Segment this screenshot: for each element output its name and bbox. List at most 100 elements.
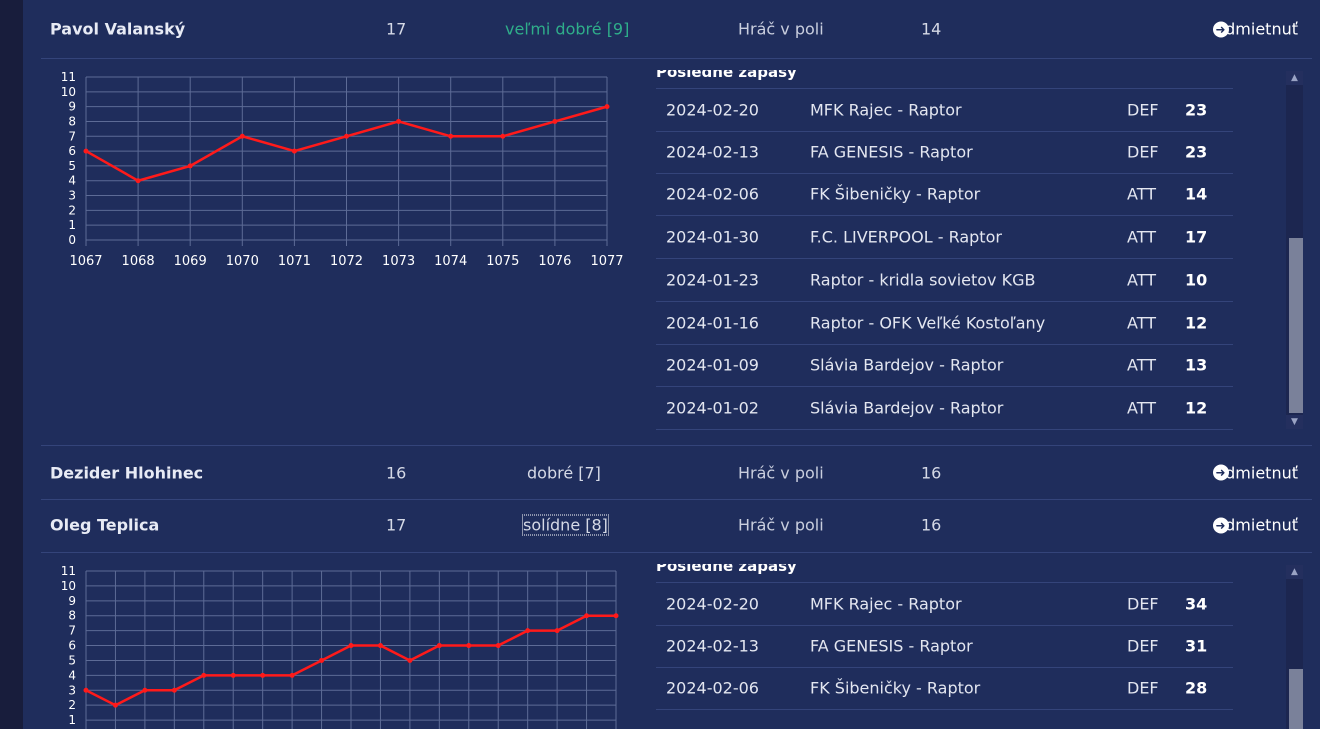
match-position: DEF xyxy=(1127,594,1159,614)
match-row[interactable]: 2024-02-13 FA GENESIS - Raptor DEF 23 xyxy=(656,131,1233,174)
match-date: 2024-02-13 xyxy=(666,636,759,656)
match-position: ATT xyxy=(1127,184,1156,204)
match-name: Slávia Bardejov - Raptor xyxy=(810,398,1004,418)
y-tick-label: 5 xyxy=(68,653,76,667)
data-point xyxy=(260,672,266,678)
match-date: 2024-02-20 xyxy=(666,100,759,120)
data-point xyxy=(407,657,413,663)
y-tick-label: 2 xyxy=(68,203,76,217)
reject-label: Odmietnuť xyxy=(1212,19,1298,39)
data-point xyxy=(291,148,297,154)
data-point xyxy=(135,178,141,184)
player-detail: 0 1 2 3 4 5 6 7 8 9 10 11 1067 1068 1069 1070 1071 1072 10… xyxy=(41,59,1312,445)
x-tick-label: 1068 xyxy=(122,254,155,269)
y-tick-label: 4 xyxy=(68,174,76,188)
data-point xyxy=(201,672,207,678)
scroll-up-arrow-icon[interactable]: ▲ xyxy=(1286,71,1303,85)
match-score: 12 xyxy=(1185,313,1208,332)
match-position: ATT xyxy=(1127,227,1156,247)
data-point xyxy=(552,118,558,124)
data-point xyxy=(112,702,118,708)
match-date: 2024-02-06 xyxy=(666,184,759,204)
y-tick-label: 0 xyxy=(68,233,76,247)
data-point xyxy=(525,628,531,634)
data-point xyxy=(142,687,148,693)
match-row[interactable]: 2024-02-06 FK Šibeničky - Raptor DEF 28 xyxy=(656,667,1233,711)
match-row[interactable]: 2024-02-20 MFK Rajec - Raptor DEF 34 xyxy=(656,582,1233,626)
scroll-up-arrow-icon[interactable]: ▲ xyxy=(1286,565,1303,579)
match-position: ATT xyxy=(1127,270,1156,290)
scrollbar-thumb[interactable] xyxy=(1289,238,1303,413)
y-tick-label: 8 xyxy=(68,609,76,623)
data-point xyxy=(230,672,236,678)
match-position: DEF xyxy=(1127,636,1159,656)
match-name: FA GENESIS - Raptor xyxy=(810,142,973,162)
reject-button[interactable]: ➜ Odmietnuť xyxy=(1212,19,1298,39)
match-score: 34 xyxy=(1185,594,1208,614)
y-tick-label: 11 xyxy=(61,564,76,578)
reject-label: Odmietnuť xyxy=(1212,463,1298,482)
match-row[interactable]: 2024-01-02 Slávia Bardejov - Raptor ATT 12 xyxy=(656,387,1233,430)
match-date: 2024-02-20 xyxy=(666,594,759,614)
y-tick-label: 10 xyxy=(61,579,76,593)
app-sidebar-strip xyxy=(0,0,23,729)
y-tick-label: 4 xyxy=(68,668,76,682)
match-date: 2024-01-09 xyxy=(666,355,759,375)
data-point xyxy=(83,687,89,693)
match-row[interactable]: 2024-01-30 F.C. LIVERPOOL - Raptor ATT 17 xyxy=(656,216,1233,260)
y-tick-label: 7 xyxy=(68,624,76,638)
x-tick-label: 1075 xyxy=(486,254,519,269)
match-row[interactable]: 2024-01-23 Raptor - kridla sovietov KGB AT… xyxy=(656,259,1233,302)
match-row[interactable]: 2024-02-13 FA GENESIS - Raptor DEF 31 xyxy=(656,625,1233,668)
player-row[interactable]: Pavol Valanský 17 veľmi dobré [9] Hráč v… xyxy=(41,0,1312,59)
player-value: 14 xyxy=(921,19,942,39)
player-name[interactable]: Pavol Valanský xyxy=(50,19,186,39)
match-name: FK Šibeničky - Raptor xyxy=(810,678,981,698)
match-score: 13 xyxy=(1185,355,1208,375)
y-tick-label: 11 xyxy=(61,70,76,84)
player-name[interactable]: Dezider Hlohinec xyxy=(50,463,204,482)
y-tick-label: 7 xyxy=(68,129,76,143)
y-tick-label: 6 xyxy=(68,144,76,158)
match-position: ATT xyxy=(1127,313,1156,332)
y-tick-label: 8 xyxy=(68,114,76,128)
match-score: 23 xyxy=(1185,100,1208,120)
matches-scrollbar[interactable]: ▲ ▼ xyxy=(1286,71,1303,429)
matches-scrollbar[interactable]: ▲ xyxy=(1286,565,1303,729)
player-name[interactable]: Oleg Teplica xyxy=(50,515,160,535)
player-age: 16 xyxy=(386,463,407,482)
reject-button[interactable]: ➜ Odmietnuť xyxy=(1212,463,1298,482)
player-form: veľmi dobré [9] xyxy=(505,19,630,39)
match-score: 14 xyxy=(1185,184,1208,204)
match-score: 10 xyxy=(1185,270,1208,290)
reject-button[interactable]: ➜ Odmietnuť xyxy=(1212,516,1298,535)
data-point xyxy=(289,672,295,678)
player-row[interactable]: Oleg Teplica 17 solídne [8] Hráč v poli … xyxy=(41,498,1312,553)
match-date: 2024-01-23 xyxy=(666,270,759,290)
match-position: ATT xyxy=(1127,398,1156,418)
match-name: MFK Rajec - Raptor xyxy=(810,594,962,614)
data-point xyxy=(466,643,472,649)
scroll-down-arrow-icon[interactable]: ▼ xyxy=(1286,415,1303,429)
player-value: 16 xyxy=(921,515,942,535)
player-row[interactable]: Dezider Hlohinec 16 dobré [7] Hráč v pol… xyxy=(41,445,1312,500)
player-age: 17 xyxy=(386,19,407,39)
match-date: 2024-01-02 xyxy=(666,398,759,418)
player-form[interactable]: solídne [8] xyxy=(522,514,609,536)
match-row[interactable]: 2024-02-06 FK Šibeničky - Raptor ATT 14 xyxy=(656,173,1233,217)
x-tick-label: 1070 xyxy=(226,254,259,269)
data-point xyxy=(187,163,193,169)
match-row[interactable]: 2024-02-20 MFK Rajec - Raptor DEF 23 xyxy=(656,88,1233,132)
match-score: 31 xyxy=(1185,636,1208,656)
y-tick-label: 1 xyxy=(68,713,76,727)
y-tick-label: 6 xyxy=(68,639,76,653)
match-row[interactable]: 2024-01-09 Slávia Bardejov - Raptor ATT 13 xyxy=(656,344,1233,388)
x-tick-label: 1069 xyxy=(174,254,207,269)
scrollbar-thumb[interactable] xyxy=(1289,669,1303,729)
recent-matches-list: Posledné zápasy 2024-02-20 MFK Rajec - Ra… xyxy=(656,564,1233,729)
match-date: 2024-02-13 xyxy=(666,142,759,162)
match-row[interactable]: 2024-01-16 Raptor - OFK Veľké Kostoľany AT… xyxy=(656,302,1233,345)
x-tick-label: 1077 xyxy=(590,254,623,269)
match-score: 23 xyxy=(1185,142,1208,162)
arrow-right-circle-icon: ➜ xyxy=(1212,464,1229,481)
